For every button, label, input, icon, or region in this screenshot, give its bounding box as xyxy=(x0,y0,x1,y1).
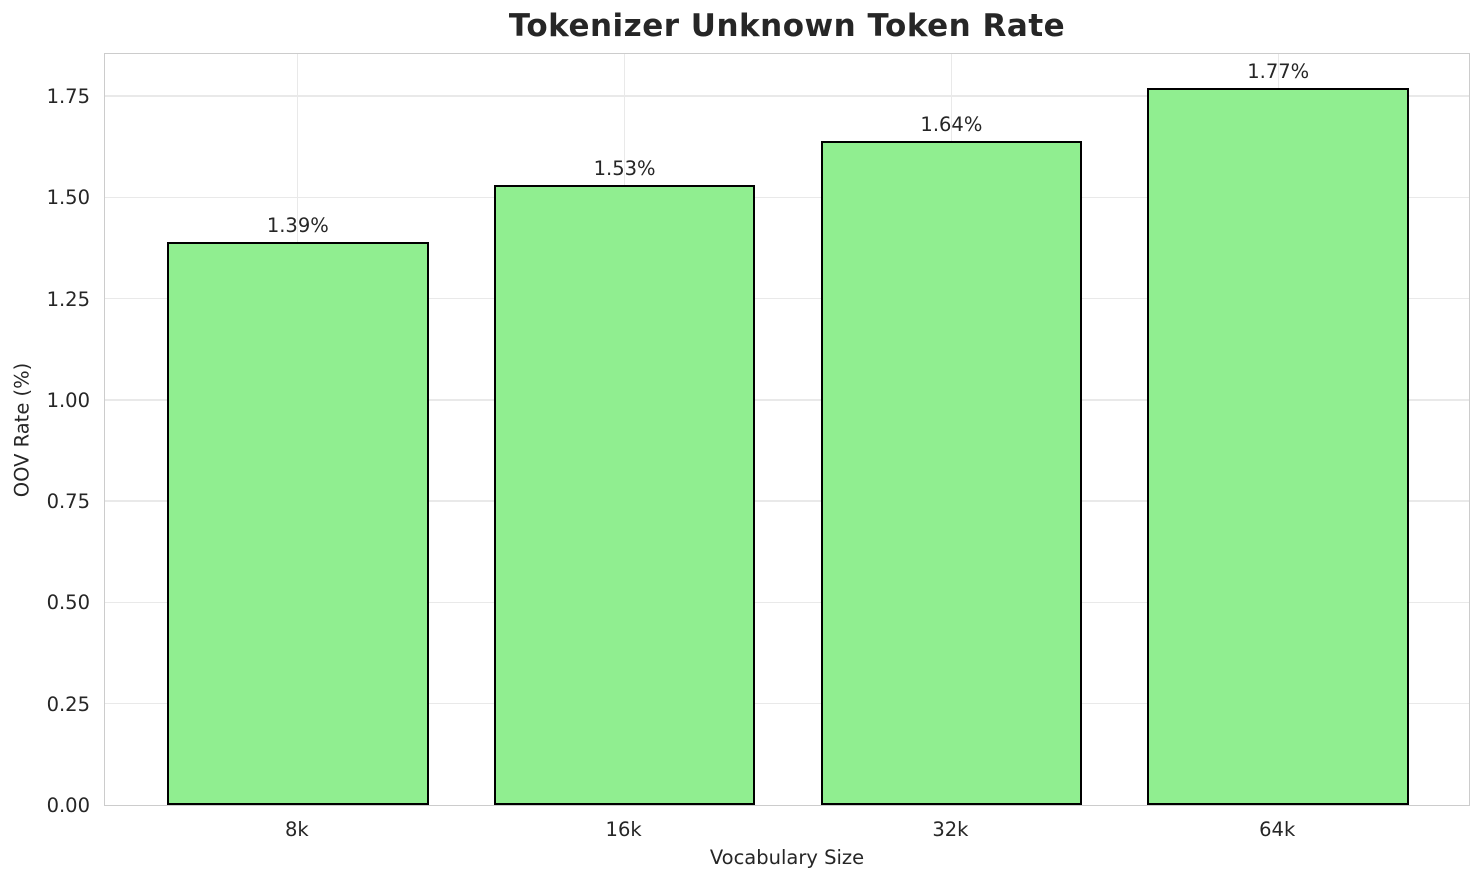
bar-8k xyxy=(167,241,429,805)
bar-16k xyxy=(493,185,756,805)
x-tick-label: 16k xyxy=(605,818,642,841)
bar-value-label: 1.64% xyxy=(920,112,983,136)
bar-value-label: 1.53% xyxy=(593,157,656,181)
x-axis-label: Vocabulary Size xyxy=(709,846,865,869)
y-tick-label: 1.75 xyxy=(46,84,90,108)
x-tick-label: 64k xyxy=(1259,818,1296,841)
y-tick-label: 0.50 xyxy=(46,591,90,615)
y-gridline xyxy=(105,95,1469,97)
bar-value-label: 1.39% xyxy=(266,213,329,237)
x-tick-label: 8k xyxy=(284,818,309,841)
y-tick-label: 0.25 xyxy=(46,692,90,716)
y-gridline xyxy=(105,500,1469,502)
y-axis-label: OOV Rate (%) xyxy=(10,362,34,498)
y-tick-label: 0.00 xyxy=(46,794,90,817)
y-gridline xyxy=(105,196,1469,198)
bar-value-label: 1.77% xyxy=(1247,59,1310,83)
y-gridline xyxy=(105,601,1469,604)
y-tick-label: 1.25 xyxy=(46,287,90,311)
y-tick-label: 1.00 xyxy=(46,388,90,412)
bar-64k xyxy=(1147,87,1409,805)
plot-area: 1.39% 1.53% 1.64% 1.77% xyxy=(104,53,1470,806)
y-gridline xyxy=(105,399,1469,401)
y-tick-label: 0.75 xyxy=(46,490,90,514)
x-tick-label: 32k xyxy=(932,818,969,841)
y-gridline xyxy=(105,703,1469,705)
chart-title: Tokenizer Unknown Token Rate xyxy=(508,8,1066,44)
bar-32k xyxy=(820,140,1083,805)
y-gridline xyxy=(105,297,1469,300)
y-tick-label: 1.50 xyxy=(46,186,90,210)
